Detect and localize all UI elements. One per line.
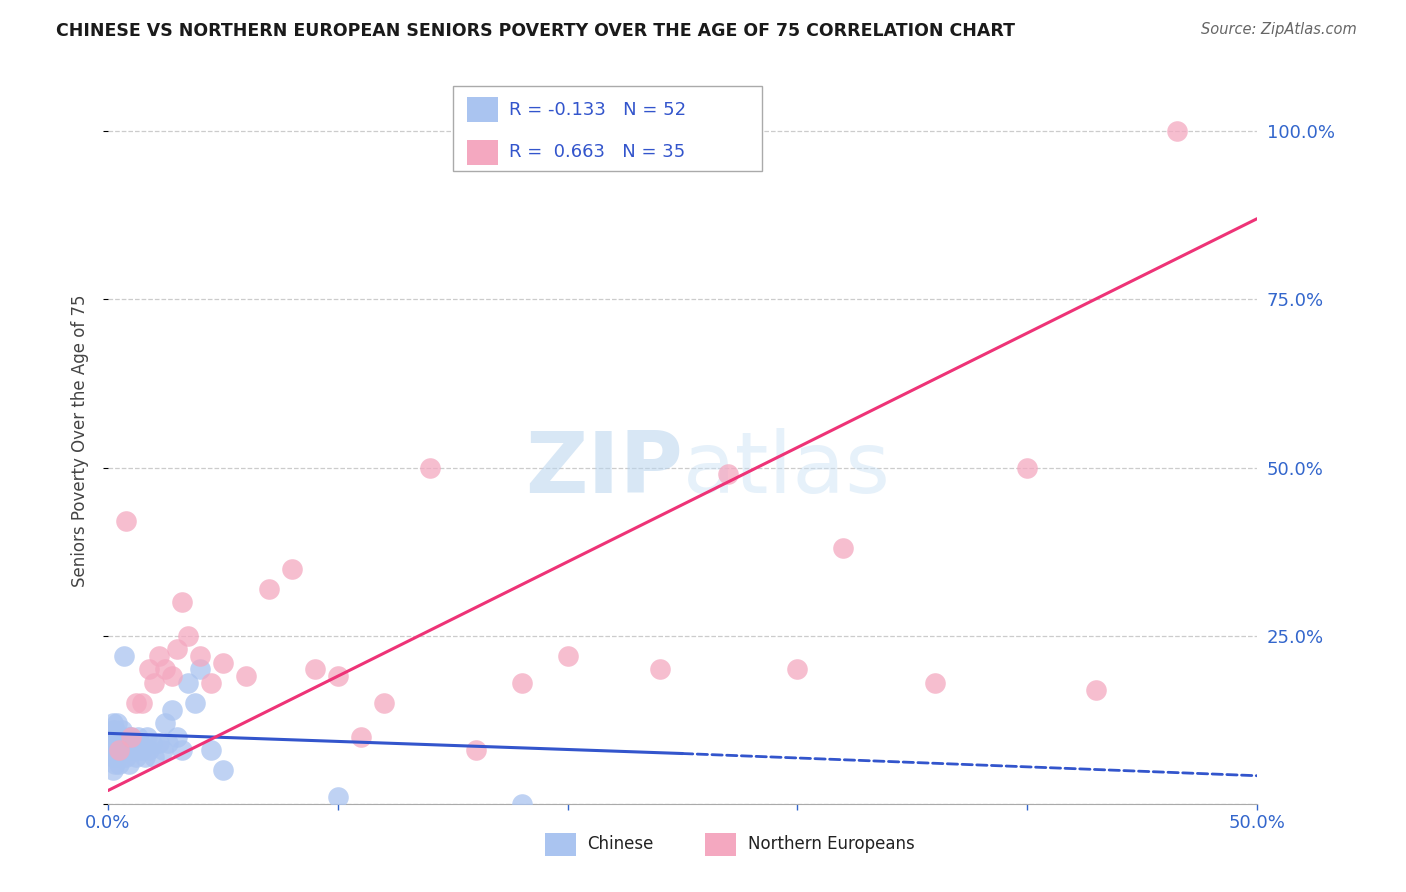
Point: [120, 743, 142, 757]
Point: [101, 736, 124, 750]
Point: [184, 696, 207, 710]
Point: [98, 743, 121, 757]
Point: [124, 750, 146, 764]
Point: [717, 467, 740, 482]
Point: [101, 750, 124, 764]
Point: [177, 629, 200, 643]
Point: [557, 648, 579, 663]
Point: [188, 662, 211, 676]
Point: [101, 723, 124, 737]
Point: [124, 696, 146, 710]
Text: atlas: atlas: [682, 428, 890, 511]
Point: [148, 648, 170, 663]
Point: [104, 743, 127, 757]
Point: [326, 669, 349, 683]
Point: [170, 595, 193, 609]
Point: [122, 736, 145, 750]
Point: [127, 743, 149, 757]
Y-axis label: Seniors Poverty Over the Age of 75: Seniors Poverty Over the Age of 75: [72, 294, 89, 587]
Point: [104, 756, 127, 771]
Point: [112, 743, 135, 757]
Point: [108, 743, 131, 757]
Point: [350, 730, 373, 744]
Point: [832, 541, 855, 556]
Point: [131, 696, 153, 710]
Point: [1166, 124, 1188, 138]
Point: [212, 764, 235, 778]
Point: [118, 756, 141, 771]
Point: [142, 676, 165, 690]
Point: [188, 648, 211, 663]
Text: Chinese: Chinese: [586, 835, 654, 853]
Point: [212, 656, 235, 670]
Text: CHINESE VS NORTHERN EUROPEAN SENIORS POVERTY OVER THE AGE OF 75 CORRELATION CHAR: CHINESE VS NORTHERN EUROPEAN SENIORS POV…: [56, 22, 1015, 40]
Point: [115, 736, 138, 750]
Point: [111, 723, 134, 737]
Point: [464, 743, 486, 757]
Point: [112, 648, 135, 663]
Point: [648, 662, 671, 676]
Point: [155, 662, 177, 676]
Text: Source: ZipAtlas.com: Source: ZipAtlas.com: [1201, 22, 1357, 37]
Point: [108, 756, 131, 771]
Point: [138, 743, 160, 757]
Point: [326, 790, 349, 805]
Point: [786, 662, 808, 676]
Text: ZIP: ZIP: [524, 428, 682, 511]
Point: [155, 716, 177, 731]
Point: [101, 764, 124, 778]
Point: [166, 730, 188, 744]
Point: [129, 736, 152, 750]
Point: [156, 736, 179, 750]
Point: [510, 797, 533, 811]
Point: [924, 676, 946, 690]
Point: [162, 669, 184, 683]
Point: [1085, 682, 1108, 697]
Point: [152, 743, 174, 757]
Point: [142, 750, 165, 764]
Point: [136, 730, 159, 744]
Point: [104, 730, 127, 744]
Point: [120, 730, 142, 744]
Point: [131, 743, 153, 757]
Point: [105, 736, 128, 750]
Text: Northern Europeans: Northern Europeans: [748, 835, 914, 853]
Point: [148, 736, 170, 750]
Point: [170, 743, 193, 757]
Point: [1017, 460, 1039, 475]
Point: [281, 561, 304, 575]
Point: [98, 730, 121, 744]
Point: [115, 750, 138, 764]
Point: [138, 662, 160, 676]
Point: [115, 515, 138, 529]
Point: [177, 676, 200, 690]
Point: [111, 736, 134, 750]
Point: [101, 716, 124, 731]
Text: R =  0.663   N = 35: R = 0.663 N = 35: [509, 143, 685, 161]
Point: [105, 716, 128, 731]
Point: [200, 743, 222, 757]
Point: [108, 730, 131, 744]
Point: [127, 730, 149, 744]
Point: [141, 736, 163, 750]
Point: [105, 750, 128, 764]
Point: [166, 642, 188, 657]
Point: [162, 703, 184, 717]
Point: [134, 750, 156, 764]
Point: [104, 723, 127, 737]
Point: [118, 730, 141, 744]
Point: [235, 669, 257, 683]
Point: [419, 460, 441, 475]
Point: [108, 743, 131, 757]
Point: [257, 582, 280, 596]
Point: [120, 730, 142, 744]
Point: [373, 696, 395, 710]
Text: R = -0.133   N = 52: R = -0.133 N = 52: [509, 101, 686, 119]
Point: [510, 676, 533, 690]
Point: [200, 676, 222, 690]
Point: [304, 662, 326, 676]
